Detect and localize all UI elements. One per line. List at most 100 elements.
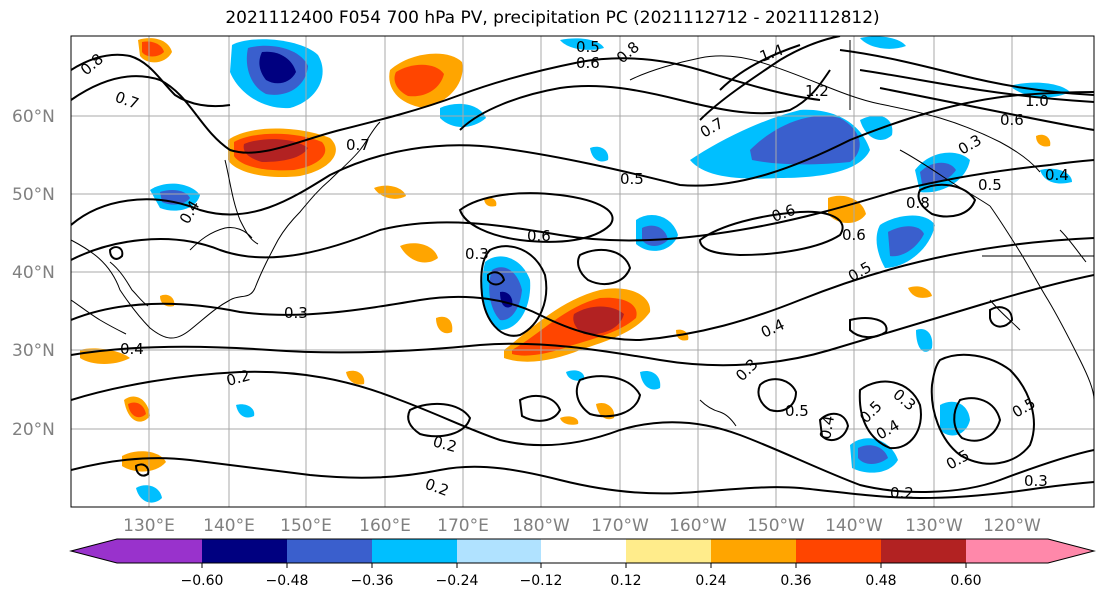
colorbar-tick-label: 0.12: [610, 573, 641, 589]
colorbar-segment: [1048, 539, 1094, 563]
contour-label: 0.2: [890, 484, 914, 502]
colorbar-tick-label: 0.36: [780, 573, 811, 589]
contour-label: 0.6: [1000, 111, 1024, 129]
colorbar-segment: [881, 539, 966, 563]
precip-neg-blob: [560, 38, 604, 50]
precip-neg-blob: [750, 115, 860, 165]
colorbar-tick-label: −0.12: [520, 573, 563, 589]
lon-label: 130°E: [123, 516, 175, 536]
colorbar-tick-label: 0.48: [865, 573, 896, 589]
precip-neg-blob: [888, 226, 924, 257]
contour-label: 0.5: [978, 176, 1002, 194]
precip-pos-blob: [142, 41, 164, 57]
colorbar-segment: [372, 539, 457, 563]
precip-pos-blob: [484, 197, 497, 207]
contour-label: 1.4: [757, 41, 786, 66]
contour-label: 0.3: [732, 355, 762, 385]
colorbar-segment: [541, 539, 626, 563]
coastlines: [71, 40, 1094, 427]
precip-shading: [80, 36, 1072, 503]
lat-label: 60°N: [12, 107, 55, 127]
precip-pos-blob: [400, 243, 438, 263]
precip-neg-blob: [259, 51, 296, 84]
colorbar-segment: [457, 539, 541, 563]
contour-label: 0.5: [785, 402, 809, 420]
precip-pos-blob: [374, 185, 406, 199]
contour-label: 0.5: [576, 38, 600, 56]
precip-neg-blob: [566, 370, 585, 381]
precip-pos-blob: [573, 306, 624, 335]
lon-label: 160°W: [669, 516, 727, 536]
contour-label: 0.7: [346, 136, 370, 154]
colorbar-tick-label: −0.24: [436, 573, 479, 589]
lat-label: 40°N: [12, 263, 55, 283]
contour-label: 0.6: [842, 226, 866, 244]
lon-label: 140°E: [203, 516, 255, 536]
contour-label: 0.6: [769, 201, 798, 226]
colorbar-segment: [71, 539, 117, 563]
lon-label: 130°W: [905, 516, 963, 536]
colorbar-outline: [69, 538, 1096, 564]
contour-label: 0.3: [889, 385, 919, 414]
precip-pos-blob: [346, 370, 365, 385]
precip-neg-blob: [860, 36, 906, 49]
map-field: 0.8 0.7 0.5 0.6 0.8 0.7 1.4 1.2 1.0 0.6 …: [71, 36, 1094, 507]
map-title: 2021112400 F054 700 hPa PV, precipitatio…: [225, 8, 880, 28]
contour-label: 0.3: [1024, 472, 1048, 490]
precip-neg-blob: [236, 404, 255, 418]
colorbar-ticks: [201, 563, 967, 568]
contour-label: 0.8: [906, 194, 930, 212]
colorbar-tick-label: 0.24: [695, 573, 726, 589]
precip-pos-blob: [122, 451, 166, 472]
precip-pos-blob: [128, 402, 146, 418]
precip-pos-blob: [596, 402, 615, 420]
contour-label: 1.2: [805, 82, 829, 100]
contour-label: 0.3: [284, 304, 308, 322]
contour-label: 0.4: [816, 414, 838, 441]
pv-contours: [71, 36, 1094, 500]
colorbar-tick-label: −0.48: [266, 573, 309, 589]
lon-label: 150°E: [280, 516, 332, 536]
contour-label: 0.6: [527, 227, 551, 245]
contour-label: 0.2: [431, 432, 459, 456]
contour-label: 0.2: [423, 475, 452, 500]
contour-label: 0.4: [1045, 166, 1069, 184]
lon-label: 150°W: [747, 516, 805, 536]
precip-neg-blob: [916, 328, 933, 352]
lat-label: 30°N: [12, 341, 55, 361]
lon-label: 170°W: [591, 516, 649, 536]
map-frame: [70, 35, 1095, 508]
contour-label: 0.8: [77, 50, 107, 79]
contour-label: 0.4: [758, 315, 787, 341]
contour-labels: 0.8 0.7 0.5 0.6 0.8 0.7 1.4 1.2 1.0 0.6 …: [77, 38, 1069, 502]
colorbar-tick-label: −0.60: [181, 573, 224, 589]
precip-neg-blob: [1040, 168, 1072, 184]
contour-label: 0.6: [576, 54, 600, 72]
lon-label: 180°W: [512, 516, 570, 536]
colorbar-tick-label: −0.36: [351, 573, 394, 589]
lon-label: 120°W: [983, 516, 1041, 536]
colorbar: −0.60 −0.48 −0.36 −0.24 −0.12 0.12 0.24 …: [69, 538, 1096, 589]
precip-pos-blob: [908, 286, 932, 298]
contour-label: 0.4: [120, 340, 144, 358]
contour-label: 0.2: [224, 366, 252, 390]
lon-label: 170°E: [437, 516, 489, 536]
precip-neg-blob: [590, 146, 609, 162]
colorbar-segment: [711, 539, 796, 563]
colorbar-segment: [796, 539, 881, 563]
graticule: [71, 36, 1094, 507]
colorbar-segment: [202, 539, 287, 563]
lon-label: 140°W: [825, 516, 883, 536]
precip-neg-blob: [860, 115, 893, 140]
longitude-axis: 130°E 140°E 150°E 160°E 170°E 180°W 170°…: [123, 516, 1041, 536]
precip-pos-blob: [394, 64, 444, 97]
precip-pos-blob: [436, 316, 453, 334]
lon-label: 160°E: [359, 516, 411, 536]
contour-label: 0.7: [113, 88, 142, 113]
contour-label: 0.8: [613, 38, 643, 67]
contour-label: 0.5: [943, 446, 973, 474]
colorbar-segment: [966, 539, 1048, 563]
precip-neg-blob: [640, 370, 661, 390]
lat-label: 20°N: [12, 420, 55, 440]
